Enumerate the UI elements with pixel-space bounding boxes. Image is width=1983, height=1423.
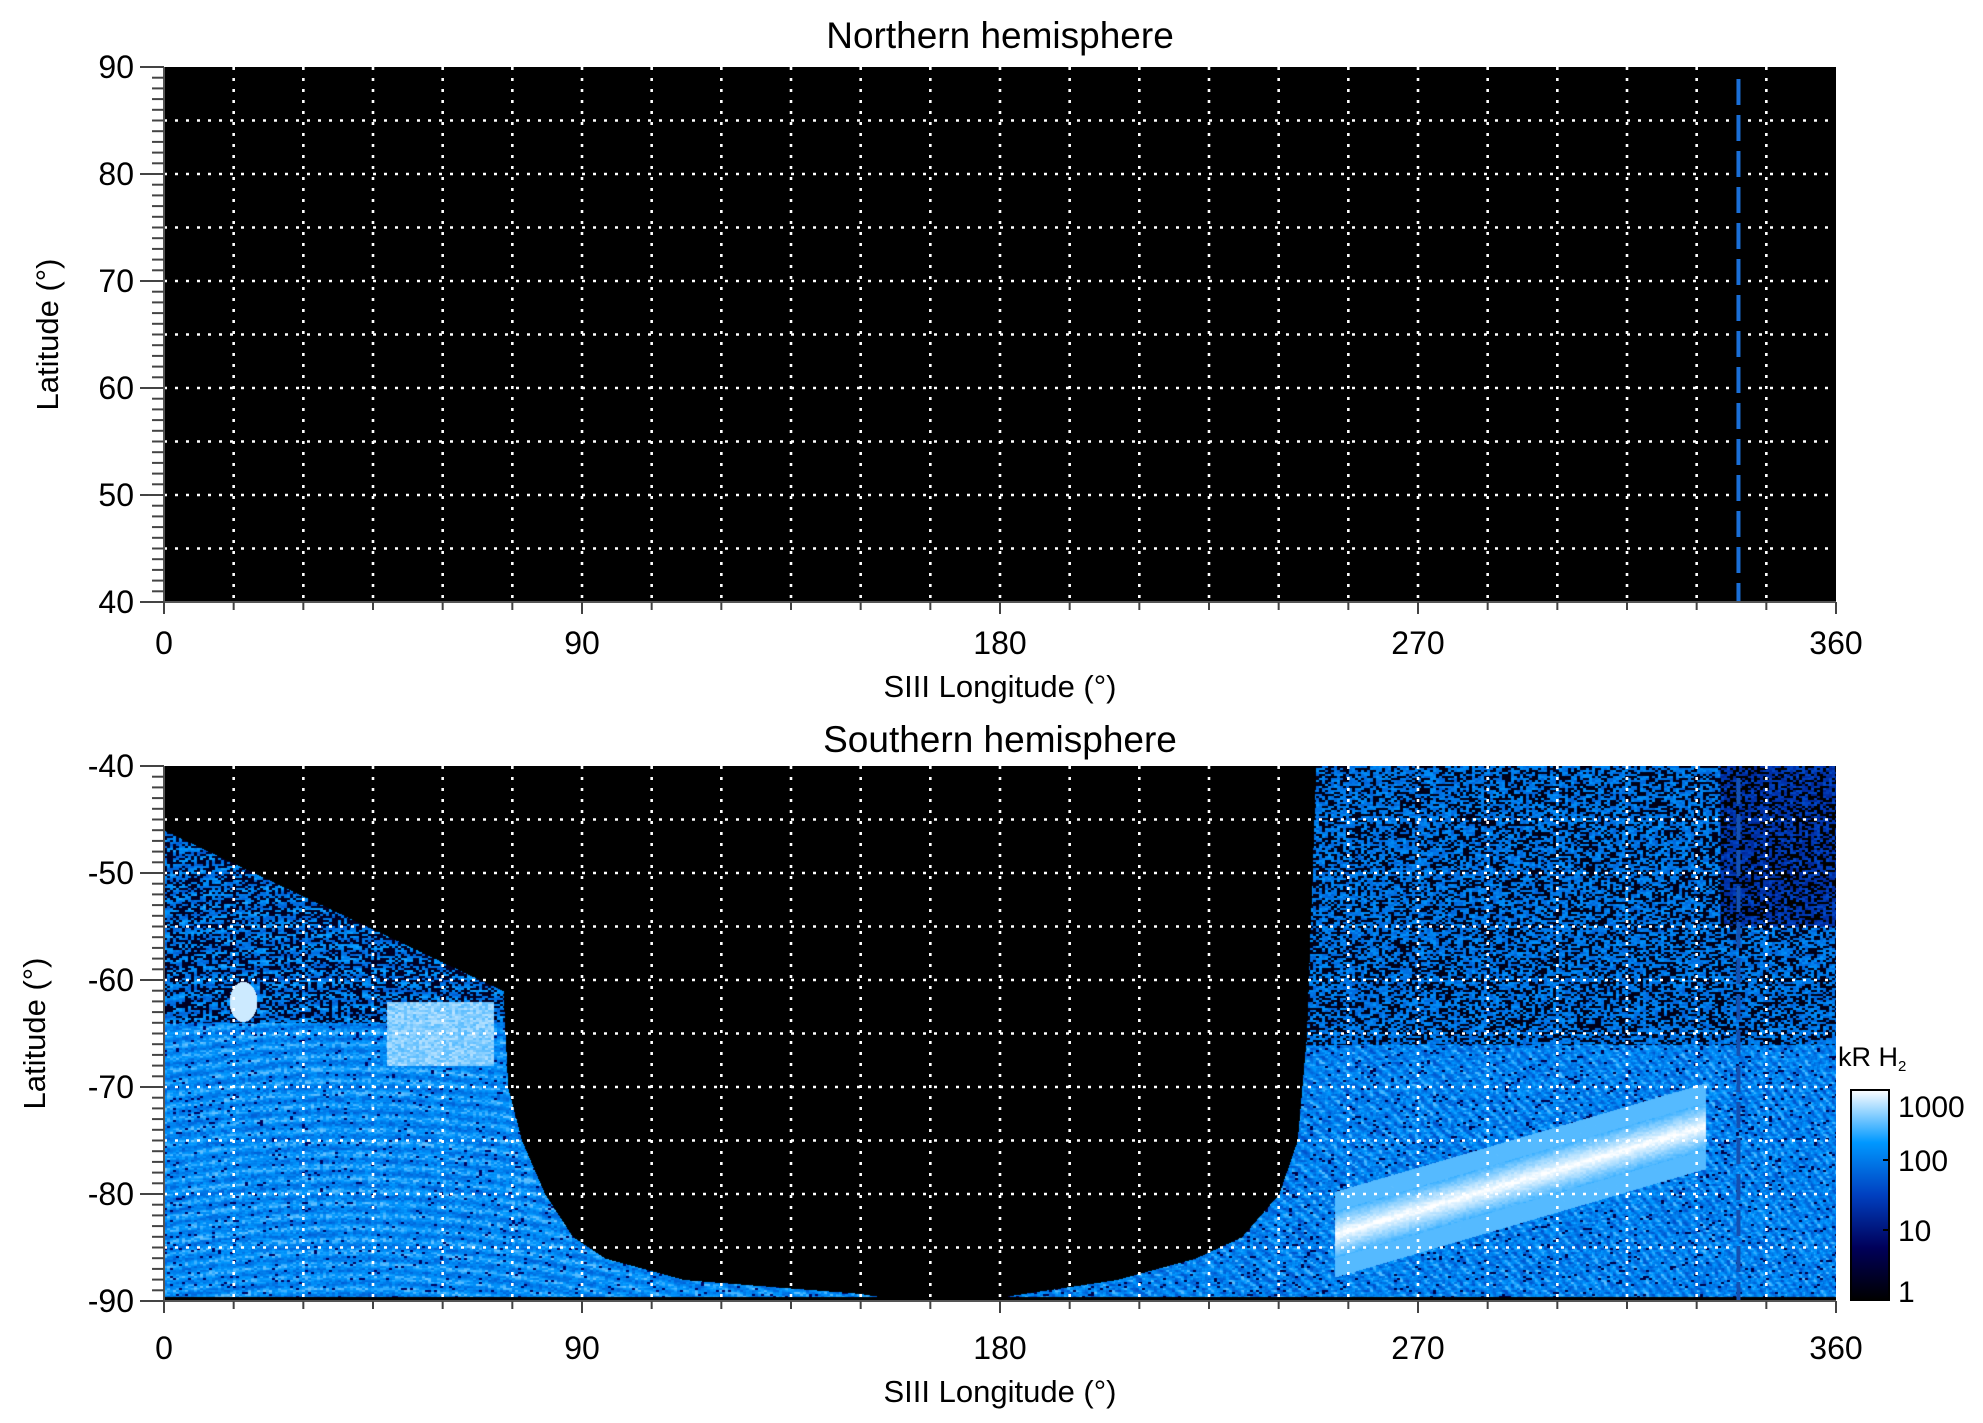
x-tick-label: 0 [155, 625, 173, 661]
panel-title: Southern hemisphere [823, 719, 1177, 760]
southern-panel [140, 765, 1837, 1313]
y-tick-label: -90 [88, 1283, 134, 1319]
colorbar-tick-label: 100 [1898, 1145, 1948, 1178]
colorbar-tick-label: 1000 [1898, 1091, 1965, 1124]
x-tick-label: 360 [1809, 625, 1862, 661]
y-tick-label: 90 [98, 49, 134, 85]
y-tick-label: -70 [88, 1069, 134, 1105]
y-tick-label: -80 [88, 1176, 134, 1212]
northern-panel [140, 66, 1837, 614]
x-tick-label: 90 [564, 625, 600, 661]
y-tick-label: -50 [88, 855, 134, 891]
y-tick-label: -40 [88, 748, 134, 784]
x-tick-label: 270 [1391, 1330, 1444, 1366]
y-tick-label: 80 [98, 156, 134, 192]
colorbar [1850, 1089, 1890, 1301]
x-tick-label: 0 [155, 1330, 173, 1366]
colorbar-label: kR H2 [1838, 1042, 1906, 1075]
y-axis-label: Latitude (°) [30, 259, 65, 411]
y-tick-label: -60 [88, 962, 134, 998]
colorbar-label-subscript: 2 [1898, 1058, 1906, 1075]
x-tick-label: 360 [1809, 1330, 1862, 1366]
x-tick-label: 180 [973, 1330, 1026, 1366]
x-tick-label: 90 [564, 1330, 600, 1366]
x-axis-label: SIII Longitude (°) [884, 1374, 1117, 1409]
y-tick-label: 50 [98, 477, 134, 513]
colorbar-label-main: kR H [1838, 1042, 1898, 1072]
x-tick-label: 270 [1391, 625, 1444, 661]
panel-title: Northern hemisphere [826, 15, 1174, 56]
y-tick-label: 70 [98, 263, 134, 299]
y-tick-label: 40 [98, 584, 134, 620]
y-tick-label: 60 [98, 370, 134, 406]
x-axis-label: SIII Longitude (°) [884, 669, 1117, 704]
colorbar-tick-label: 10 [1898, 1215, 1931, 1248]
colorbar-tick-label: 1 [1898, 1276, 1915, 1309]
y-axis-label: Latitude (°) [17, 958, 52, 1110]
x-tick-label: 180 [973, 625, 1026, 661]
